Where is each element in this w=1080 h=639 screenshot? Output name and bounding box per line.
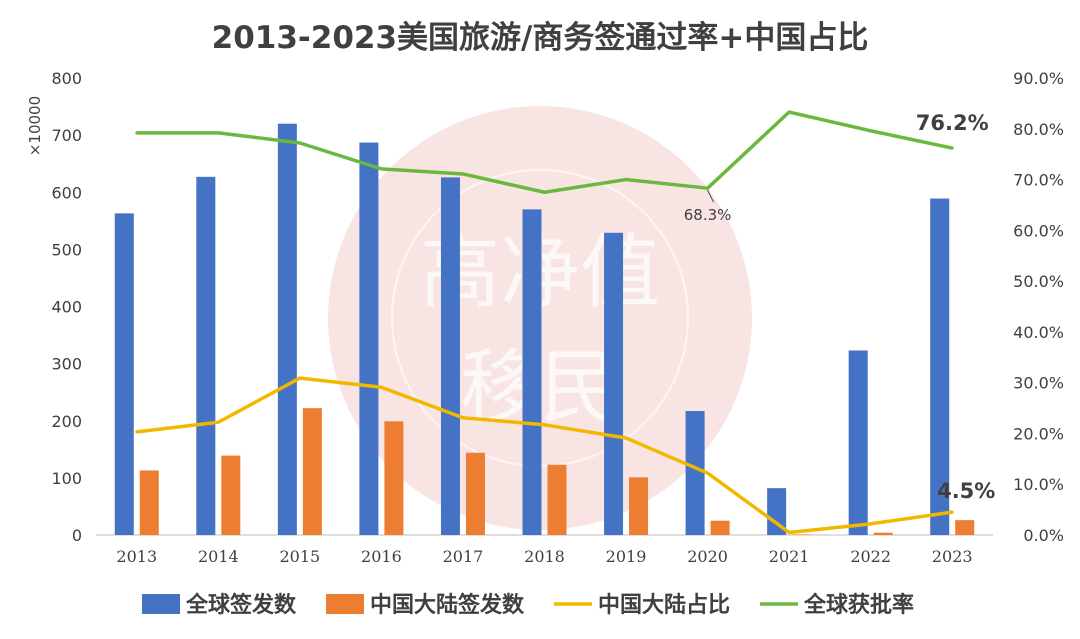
china-share-point — [950, 510, 954, 514]
legend-swatch-bar — [326, 594, 364, 614]
china-share-point — [379, 385, 383, 389]
global-issued-bar — [359, 142, 379, 535]
annotations-layer: 68.3% 76.2% 4.5% — [684, 111, 996, 503]
x-tick-label: 2014 — [198, 547, 239, 566]
left-tick-label: 600 — [51, 183, 82, 202]
global-issued-bar — [277, 123, 297, 535]
right-tick-label: 10.0% — [1013, 475, 1064, 494]
left-tick-label: 400 — [51, 298, 82, 317]
china-share-point — [787, 530, 791, 534]
x-tick-label: 2016 — [361, 547, 402, 566]
china-issued-bar — [139, 470, 159, 535]
left-tick-label: 200 — [51, 412, 82, 431]
china-share-point — [216, 420, 220, 424]
global-issued-bar — [767, 488, 787, 535]
china-issued-bar — [302, 408, 322, 535]
china-share-point — [298, 376, 302, 380]
data-label: 76.2% — [916, 111, 989, 135]
global-issued-bar — [685, 411, 705, 535]
left-tick-label: 100 — [51, 469, 82, 488]
global-approval-point — [216, 131, 220, 135]
right-tick-label: 70.0% — [1013, 171, 1064, 190]
data-label: 68.3% — [684, 206, 732, 224]
legend-label: 中国大陆占比 — [598, 593, 730, 618]
x-tick-label: 2015 — [280, 547, 321, 566]
bars-layer — [114, 123, 975, 536]
china-issued-bar — [221, 455, 241, 535]
right-tick-label: 20.0% — [1013, 424, 1064, 443]
left-axis: 0 100 200 300 400 500 600 700 800 — [51, 69, 82, 545]
china-issued-bar — [955, 520, 975, 535]
x-tick-label: 2021 — [769, 547, 810, 566]
global-issued-bar — [440, 177, 460, 535]
x-tick-label: 2023 — [932, 547, 973, 566]
global-approval-point — [298, 141, 302, 145]
legend: 全球签发数 中国大陆签发数 中国大陆占比 全球获批率 — [142, 592, 914, 618]
left-tick-label: 500 — [51, 240, 82, 259]
china-share-point — [461, 416, 465, 420]
right-tick-label: 40.0% — [1013, 323, 1064, 342]
x-tick-label: 2018 — [524, 547, 565, 566]
x-tick-label: 2020 — [687, 547, 728, 566]
global-issued-bar — [114, 213, 134, 536]
x-tick-label: 2019 — [606, 547, 647, 566]
legend-label: 中国大陆签发数 — [370, 592, 525, 618]
global-approval-point — [379, 167, 383, 171]
x-tick-label: 2013 — [116, 547, 157, 566]
chart-title: 2013-2023美国旅游/商务签通过率+中国占比 — [212, 20, 869, 56]
x-tick-label: 2022 — [850, 547, 891, 566]
left-tick-label: 300 — [51, 355, 82, 374]
legend-label: 全球获批率 — [803, 592, 914, 618]
legend-swatch-bar — [142, 594, 180, 614]
right-tick-label: 0.0% — [1023, 526, 1064, 545]
data-label: 4.5% — [937, 479, 995, 503]
x-tick-label: 2017 — [443, 547, 484, 566]
china-share-point — [135, 430, 139, 434]
left-tick-label: 700 — [51, 126, 82, 145]
global-approval-point — [869, 129, 873, 133]
annotation-leader — [707, 189, 715, 203]
china-issued-bar — [465, 452, 485, 535]
china-share-point — [543, 423, 546, 427]
global-approval-point — [461, 172, 465, 176]
china-issued-bar — [547, 464, 567, 535]
lines-layer — [135, 110, 954, 535]
right-tick-label: 30.0% — [1013, 374, 1064, 393]
global-issued-bar — [196, 176, 216, 536]
legend-label: 全球签发数 — [185, 592, 297, 618]
china-share-point — [869, 522, 873, 526]
global-issued-bar — [930, 198, 950, 535]
right-axis: 0.0% 10.0% 20.0% 30.0% 40.0% 50.0% 60.0% 70.0% 8… — [1013, 69, 1064, 545]
left-axis-unit: ×10000 — [26, 96, 44, 156]
china-share-point — [706, 471, 710, 475]
global-approval-point — [135, 131, 139, 135]
global-approval-point — [950, 146, 954, 150]
left-tick-label: 800 — [51, 69, 82, 88]
right-tick-label: 50.0% — [1013, 272, 1064, 291]
china-issued-bar — [873, 532, 893, 535]
china-issued-bar — [792, 534, 812, 535]
global-issued-bar — [522, 209, 542, 535]
global-approval-point — [787, 110, 791, 114]
right-tick-label: 90.0% — [1013, 69, 1064, 88]
right-tick-label: 60.0% — [1013, 221, 1064, 240]
x-axis: 2013 2014 2015 2016 2017 2018 2019 2020 2021 2022… — [116, 547, 972, 566]
china-share-point — [624, 436, 628, 440]
global-issued-bar — [848, 350, 868, 535]
china-issued-bar — [629, 477, 649, 535]
global-approval-point — [624, 178, 628, 182]
right-tick-label: 80.0% — [1013, 120, 1064, 139]
china-issued-bar — [384, 421, 404, 535]
china-issued-bar — [710, 520, 730, 535]
global-issued-bar — [604, 232, 624, 535]
global-approval-point — [543, 190, 546, 194]
left-tick-label: 0 — [72, 526, 82, 545]
global-approval-point — [706, 186, 710, 190]
